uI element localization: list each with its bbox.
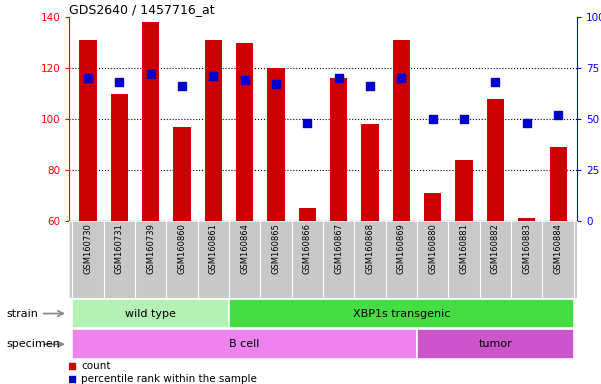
Bar <box>173 127 191 221</box>
Bar <box>393 40 410 221</box>
Bar <box>236 43 253 221</box>
Bar <box>330 78 347 221</box>
Point <box>67 363 77 369</box>
Bar <box>549 147 567 221</box>
Text: strain: strain <box>6 308 38 319</box>
Bar <box>487 99 504 221</box>
Text: GSM160866: GSM160866 <box>303 223 312 274</box>
Text: specimen: specimen <box>6 339 59 349</box>
Text: wild type: wild type <box>125 308 176 319</box>
Text: B cell: B cell <box>230 339 260 349</box>
Point <box>114 79 124 86</box>
Bar <box>417 329 574 359</box>
Text: GSM160869: GSM160869 <box>397 223 406 274</box>
Point <box>240 77 249 83</box>
Point <box>428 116 438 122</box>
Text: GSM160864: GSM160864 <box>240 223 249 274</box>
Point <box>522 120 532 126</box>
Point <box>177 83 187 89</box>
Text: tumor: tumor <box>478 339 512 349</box>
Text: GSM160868: GSM160868 <box>365 223 374 274</box>
Point <box>146 71 156 77</box>
Text: count: count <box>81 361 111 371</box>
Point <box>302 120 312 126</box>
Bar <box>456 160 473 221</box>
Point <box>271 81 281 88</box>
Text: GSM160860: GSM160860 <box>177 223 186 274</box>
Point <box>459 116 469 122</box>
Text: XBP1s transgenic: XBP1s transgenic <box>353 308 450 319</box>
Text: GSM160867: GSM160867 <box>334 223 343 274</box>
Bar <box>142 22 159 221</box>
Point <box>67 376 77 382</box>
Point <box>334 75 344 81</box>
Bar <box>72 329 417 359</box>
Text: GSM160884: GSM160884 <box>554 223 563 274</box>
Bar <box>72 299 229 328</box>
Bar <box>267 68 285 221</box>
Text: GSM160739: GSM160739 <box>146 223 155 274</box>
Point <box>397 75 406 81</box>
Point <box>490 79 500 86</box>
Text: GSM160865: GSM160865 <box>272 223 281 274</box>
Text: GSM160883: GSM160883 <box>522 223 531 274</box>
Bar <box>424 193 441 221</box>
Text: percentile rank within the sample: percentile rank within the sample <box>81 374 257 384</box>
Bar <box>361 124 379 221</box>
Bar <box>205 40 222 221</box>
Text: GSM160882: GSM160882 <box>491 223 500 274</box>
Bar <box>111 94 128 221</box>
Point <box>554 112 563 118</box>
Text: GSM160861: GSM160861 <box>209 223 218 274</box>
Bar <box>79 40 97 221</box>
Text: GSM160880: GSM160880 <box>429 223 438 274</box>
Text: GSM160731: GSM160731 <box>115 223 124 274</box>
Point <box>83 75 93 81</box>
Bar <box>229 299 574 328</box>
Bar <box>299 208 316 221</box>
Text: GSM160881: GSM160881 <box>460 223 469 274</box>
Point <box>365 83 375 89</box>
Bar <box>518 218 535 221</box>
Point <box>209 73 218 79</box>
Text: GSM160730: GSM160730 <box>84 223 93 274</box>
Text: GDS2640 / 1457716_at: GDS2640 / 1457716_at <box>69 3 215 16</box>
